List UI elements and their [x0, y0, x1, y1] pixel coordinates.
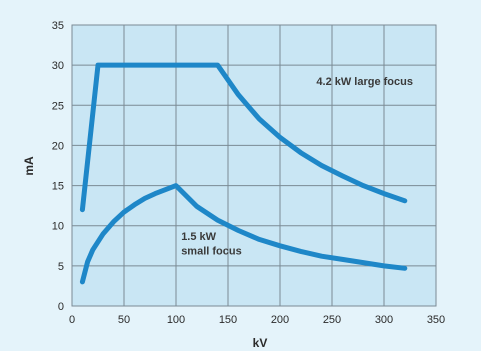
- y-tick-label: 0: [58, 301, 64, 313]
- y-tick-label: 10: [52, 221, 64, 233]
- annotation-label: 4.2 kW large focus: [316, 76, 413, 88]
- series-line-large-focus: [79, 62, 408, 213]
- x-tick-label: 200: [271, 314, 289, 326]
- y-tick-label: 5: [58, 261, 64, 273]
- grid: [71, 24, 437, 307]
- y-tick-label: 30: [52, 60, 64, 72]
- annotations: 4.2 kW large focus 1.5 kW small focus: [181, 76, 413, 257]
- y-tick-label: 20: [52, 140, 64, 152]
- x-tick-label: 150: [219, 314, 237, 326]
- y-axis-label: mA: [22, 156, 36, 176]
- x-axis-ticks: 0 50 100 150 200 250 300 350: [69, 314, 445, 326]
- x-axis-label: kV: [253, 336, 268, 350]
- x-tick-label: 50: [118, 314, 130, 326]
- x-tick-label: 300: [375, 314, 393, 326]
- plot-area: [71, 24, 437, 307]
- x-tick-label: 0: [69, 314, 75, 326]
- y-axis-ticks: 0 5 10 15 20 25 30 35: [52, 20, 64, 313]
- annotation-label: 1.5 kW: [181, 231, 216, 243]
- series-line-small-focus: [79, 183, 408, 285]
- x-tick-label: 100: [167, 314, 185, 326]
- y-tick-label: 15: [52, 181, 64, 193]
- series-lines: [79, 62, 408, 285]
- y-tick-label: 25: [52, 100, 64, 112]
- x-tick-label: 250: [323, 314, 341, 326]
- annotation-label: small focus: [181, 246, 242, 258]
- y-tick-label: 35: [52, 20, 64, 32]
- x-tick-label: 350: [427, 314, 445, 326]
